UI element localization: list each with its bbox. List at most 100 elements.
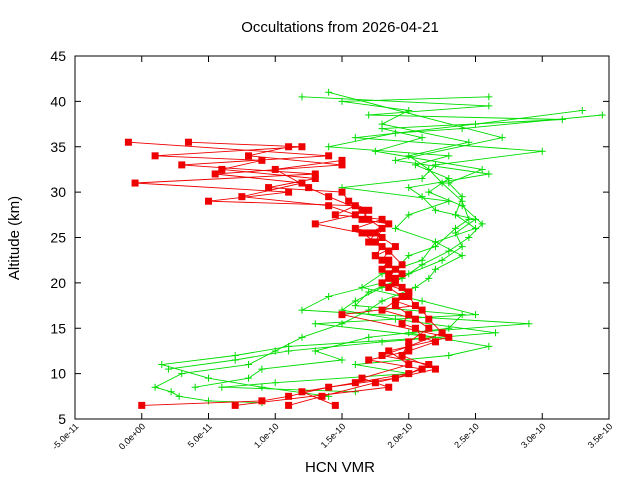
data-point xyxy=(405,152,413,160)
data-point xyxy=(218,383,226,391)
data-point xyxy=(138,401,146,409)
data-point xyxy=(351,297,359,305)
y-tick-label: 15 xyxy=(50,320,66,336)
series-red-3 xyxy=(211,143,453,409)
data-point xyxy=(258,365,266,373)
data-point xyxy=(167,388,175,396)
data-point xyxy=(378,297,386,305)
series-line xyxy=(215,146,449,406)
data-point xyxy=(398,320,406,328)
data-point xyxy=(405,270,413,278)
data-point xyxy=(458,202,466,210)
data-point xyxy=(451,229,459,237)
data-point xyxy=(538,147,546,155)
data-point xyxy=(458,311,466,319)
data-point xyxy=(458,243,466,251)
data-point xyxy=(325,292,333,300)
data-point xyxy=(358,374,366,382)
data-point xyxy=(245,361,253,369)
data-point xyxy=(445,324,453,332)
data-point xyxy=(378,234,386,241)
data-point xyxy=(458,252,466,260)
data-point xyxy=(298,333,306,341)
y-tick-label: 10 xyxy=(50,366,66,382)
data-point xyxy=(405,288,413,296)
data-point xyxy=(385,347,393,355)
series-red-2 xyxy=(151,138,446,409)
data-point xyxy=(391,279,399,287)
data-point xyxy=(338,320,346,328)
data-point xyxy=(445,152,453,160)
data-point xyxy=(405,361,413,369)
series-green-4 xyxy=(191,111,606,391)
data-point xyxy=(191,383,199,391)
data-point xyxy=(365,215,373,223)
data-point xyxy=(365,356,373,364)
data-point xyxy=(431,206,439,214)
data-point xyxy=(238,193,246,201)
data-point xyxy=(298,143,306,151)
data-point xyxy=(378,265,386,273)
data-point xyxy=(472,215,479,223)
data-point xyxy=(184,138,192,146)
data-point xyxy=(124,138,132,146)
data-point xyxy=(525,320,533,328)
data-point xyxy=(405,338,413,346)
data-point xyxy=(378,120,386,128)
data-point xyxy=(371,229,379,237)
data-point xyxy=(298,93,306,101)
data-point xyxy=(598,111,606,119)
data-point xyxy=(378,338,386,346)
data-point xyxy=(175,392,183,400)
y-tick-label: 25 xyxy=(50,230,66,246)
data-point xyxy=(285,401,293,409)
series-green-5 xyxy=(164,88,506,373)
data-point xyxy=(425,361,433,369)
data-point xyxy=(338,356,346,364)
y-axis-label: Altitude (km) xyxy=(6,196,23,280)
data-point xyxy=(411,324,419,332)
data-point xyxy=(371,238,379,246)
data-point xyxy=(178,370,186,378)
data-point xyxy=(478,220,486,228)
data-point xyxy=(351,361,359,369)
x-tick-label: 3.0e-10 xyxy=(519,421,548,450)
data-point xyxy=(358,229,366,237)
data-point xyxy=(365,229,373,237)
data-point xyxy=(411,302,419,310)
data-point xyxy=(311,170,319,178)
data-point xyxy=(411,315,419,323)
data-point xyxy=(258,397,266,405)
data-point xyxy=(298,388,306,396)
data-point xyxy=(325,193,333,201)
data-point xyxy=(205,197,212,205)
series-line xyxy=(161,96,563,397)
data-point xyxy=(385,283,393,291)
data-point xyxy=(431,243,439,251)
data-point xyxy=(285,392,293,400)
data-point xyxy=(331,401,339,409)
data-point xyxy=(405,184,413,192)
data-point xyxy=(485,170,493,178)
data-point xyxy=(231,356,239,364)
data-point xyxy=(385,383,393,391)
data-point xyxy=(405,252,413,260)
data-point xyxy=(391,302,399,310)
data-point xyxy=(385,256,393,264)
data-point xyxy=(311,175,319,183)
data-point xyxy=(391,315,399,323)
data-point xyxy=(472,311,479,319)
data-point xyxy=(338,161,346,169)
data-point xyxy=(325,152,333,160)
data-point xyxy=(231,401,239,409)
data-point xyxy=(378,215,386,223)
data-point xyxy=(405,347,413,355)
data-point xyxy=(285,143,293,151)
data-point xyxy=(351,224,359,232)
data-point xyxy=(385,247,393,255)
data-point xyxy=(445,333,453,341)
x-tick-label: 5.0e-11 xyxy=(186,421,214,449)
x-tick-label: 2.5e-10 xyxy=(452,421,481,450)
series-line xyxy=(273,159,437,406)
data-point xyxy=(425,274,433,282)
